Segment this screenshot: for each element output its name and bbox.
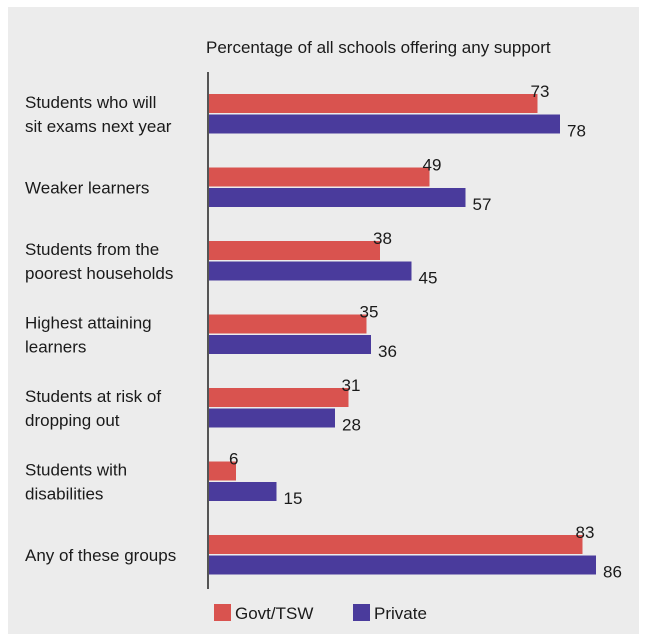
category-label-line: Students with (25, 460, 127, 479)
category-label: Students with disabilities (25, 460, 127, 503)
value-label-govt-tsw: 31 (342, 376, 361, 395)
value-label-govt-tsw: 6 (229, 450, 238, 469)
bar-private (209, 261, 412, 281)
bar-private (209, 408, 335, 428)
bar-private (209, 188, 466, 207)
category-label: Any of these groups (25, 546, 176, 565)
bar-chart: Percentage of all schools offering any s… (25, 38, 622, 623)
value-label-private: 15 (284, 489, 303, 508)
category-label-line: poorest households (25, 264, 173, 283)
bar-govt-tsw (209, 241, 380, 260)
value-label-private: 78 (567, 122, 586, 141)
category-label-line: Highest attaining (25, 313, 152, 332)
value-label-private: 57 (473, 195, 492, 214)
category-label: Students who will sit exams next year (25, 93, 172, 136)
bar-govt-tsw (209, 535, 583, 554)
value-labels: 73 78 49 57 38 45 35 36 31 28 6 15 83 86 (229, 82, 622, 582)
category-label-line: Any of these groups (25, 546, 176, 565)
bar-private (209, 482, 277, 501)
value-label-private: 36 (378, 342, 397, 361)
category-label-line: sit exams next year (25, 117, 172, 136)
bar-private (209, 114, 560, 134)
legend-swatch-private (353, 604, 370, 621)
category-label-line: Students who will (25, 93, 156, 112)
value-label-govt-tsw: 83 (576, 523, 595, 542)
category-label-line: disabilities (25, 484, 103, 503)
category-label-line: Weaker learners (25, 178, 149, 197)
bar-private (209, 335, 371, 354)
value-label-private: 86 (603, 563, 622, 582)
bar-govt-tsw (209, 461, 236, 481)
category-label-line: dropping out (25, 411, 120, 430)
value-label-govt-tsw: 73 (531, 82, 550, 101)
chart-title: Percentage of all schools offering any s… (206, 38, 551, 57)
value-label-govt-tsw: 38 (373, 229, 392, 248)
bar-govt-tsw (209, 94, 538, 113)
bar-private (209, 555, 596, 575)
value-label-private: 45 (419, 269, 438, 288)
category-label: Highest attaining learners (25, 313, 152, 356)
bar-govt-tsw (209, 167, 430, 187)
category-labels: Students who will sit exams next year Weak… (25, 93, 176, 565)
category-label-line: learners (25, 337, 86, 356)
legend-label-private: Private (374, 604, 427, 623)
category-label: Weaker learners (25, 178, 149, 197)
legend-swatch-govt-tsw (214, 604, 231, 621)
bar-govt-tsw (209, 314, 367, 334)
value-label-govt-tsw: 49 (423, 156, 442, 175)
value-label-private: 28 (342, 416, 361, 435)
legend: Govt/TSW Private (214, 604, 427, 623)
value-label-govt-tsw: 35 (360, 303, 379, 322)
bars-group (209, 94, 596, 575)
category-label: Students from the poorest households (25, 240, 173, 283)
category-label-line: Students from the (25, 240, 159, 259)
bar-govt-tsw (209, 388, 349, 407)
chart-panel: Percentage of all schools offering any s… (8, 7, 639, 634)
category-label-line: Students at risk of (25, 387, 161, 406)
legend-label-govt-tsw: Govt/TSW (235, 604, 313, 623)
category-label: Students at risk of dropping out (25, 387, 161, 430)
